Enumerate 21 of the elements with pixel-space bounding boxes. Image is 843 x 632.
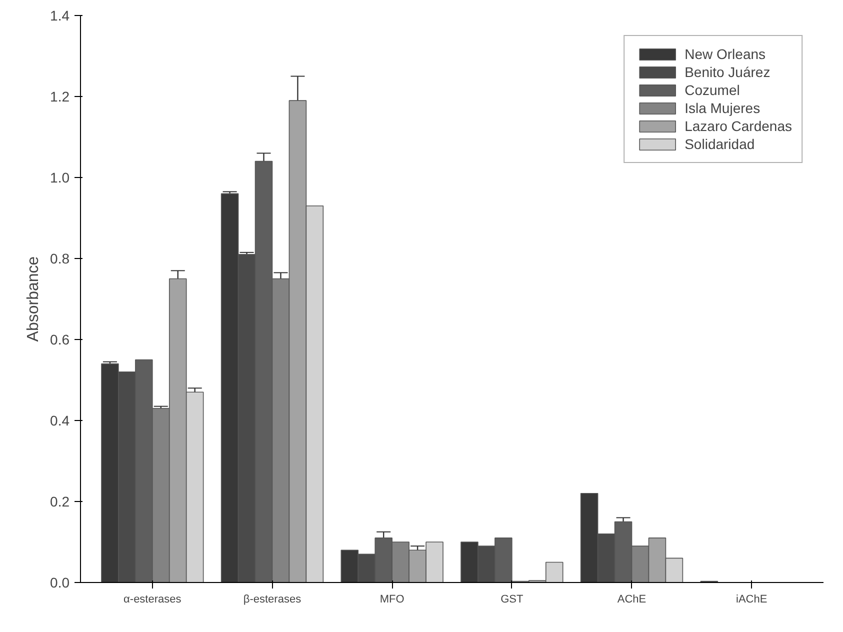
y-tick-label: 1.0	[50, 170, 70, 186]
x-tick-label: α-esterases	[124, 594, 182, 606]
x-tick-label: β-esterases	[243, 594, 302, 606]
x-tick-label: GST	[500, 594, 524, 606]
y-tick-label: 0.6	[50, 332, 70, 348]
y-tick-label: 0.8	[50, 250, 70, 266]
y-axis-title: Absorbance	[25, 256, 42, 342]
y-tick-label: 0.0	[50, 574, 70, 590]
x-tick-label: iAChE	[736, 594, 768, 606]
y-tick-label: 0.4	[50, 412, 70, 428]
legend-label: New Orleans	[684, 46, 766, 62]
y-tick-label: 1.2	[50, 88, 70, 104]
x-tick-label: AChE	[617, 594, 646, 606]
y-tick-label: 0.2	[50, 494, 70, 510]
legend-label: Lazaro Cardenas	[684, 118, 792, 134]
y-tick-label: 1.4	[50, 8, 70, 24]
legend-label: Benito Juárez	[684, 64, 770, 80]
legend-label: Solidaridad	[684, 136, 755, 152]
legend-label: Cozumel	[684, 82, 740, 98]
legend-label: Isla Mujeres	[684, 100, 760, 116]
x-tick-label: MFO	[380, 594, 405, 606]
